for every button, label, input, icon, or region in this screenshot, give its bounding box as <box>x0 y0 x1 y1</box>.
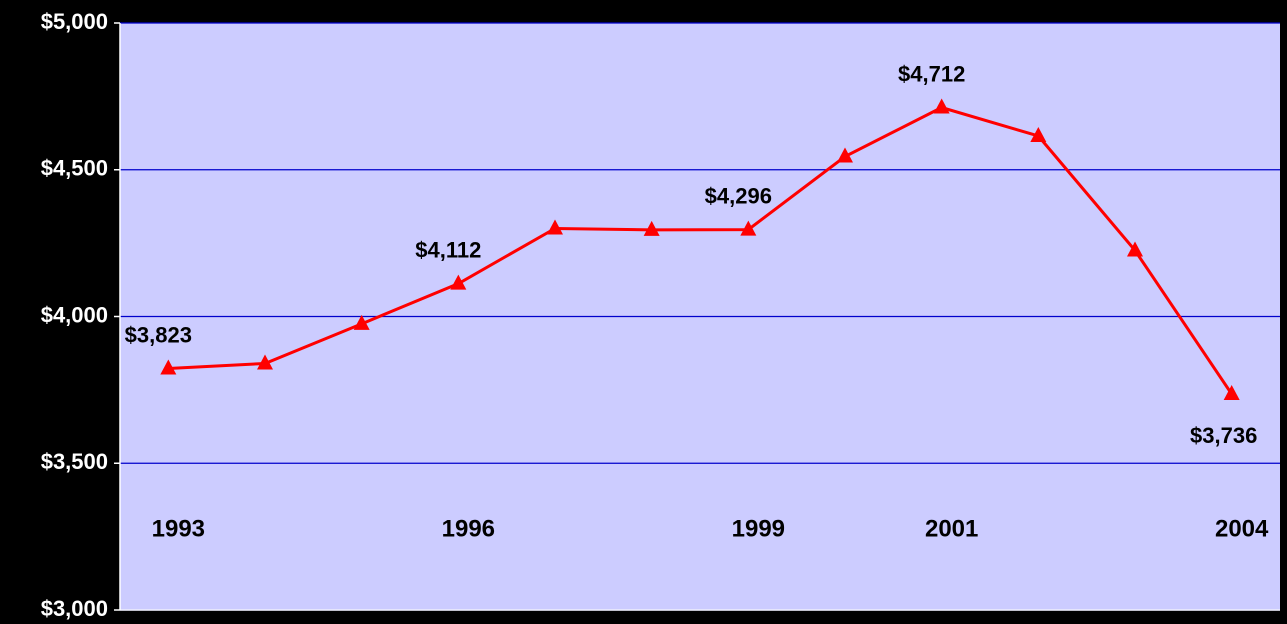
marker <box>257 354 273 370</box>
x-tick-label: 2004 <box>1215 515 1269 542</box>
marker <box>353 314 370 330</box>
y-tick-label: $5,000 <box>41 9 108 34</box>
data-label: $3,823 <box>125 322 192 347</box>
x-tick-label: 1999 <box>732 515 785 542</box>
marker <box>547 219 563 235</box>
x-tick-label: 1993 <box>152 515 205 542</box>
y-tick-label: $3,500 <box>41 449 108 474</box>
x-tick-label: 1996 <box>442 515 495 542</box>
marker <box>837 147 853 163</box>
marker <box>1127 241 1143 257</box>
data-label: $4,296 <box>705 183 772 208</box>
marker <box>1223 384 1240 400</box>
marker <box>740 220 757 236</box>
marker <box>933 98 950 114</box>
y-tick-label: $4,000 <box>41 302 108 327</box>
y-tick-label: $4,500 <box>41 156 108 181</box>
marker <box>160 359 177 375</box>
marker <box>643 220 660 236</box>
marker <box>450 274 467 290</box>
data-label: $4,112 <box>415 237 481 262</box>
marker <box>1030 126 1047 142</box>
line <box>168 105 1233 395</box>
x-tick-label: 2001 <box>925 515 978 542</box>
y-tick-label: $3,000 <box>41 596 108 621</box>
data-label: $3,736 <box>1190 423 1257 448</box>
data-label: $4,712 <box>898 61 965 86</box>
